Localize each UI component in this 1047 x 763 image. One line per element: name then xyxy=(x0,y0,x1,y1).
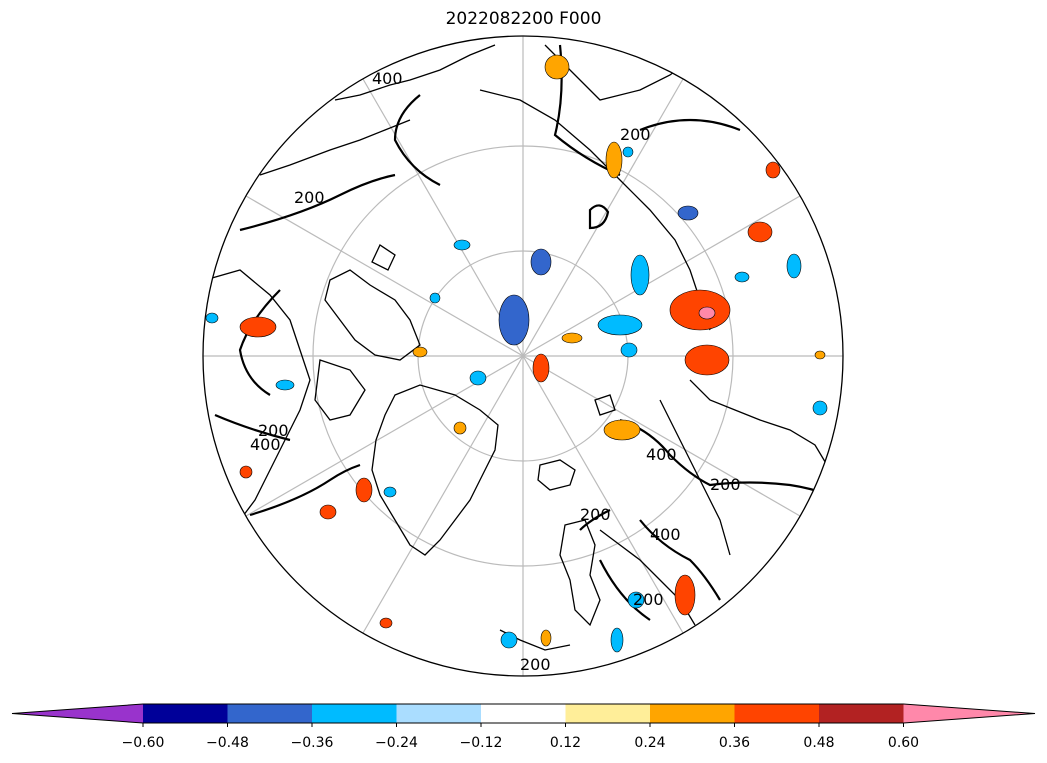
contour-label: 400 xyxy=(372,69,403,88)
contour-label: 400 xyxy=(650,525,681,544)
colorbar-segment xyxy=(396,704,482,723)
map-title: 2022082200 F000 xyxy=(445,9,602,29)
height-contours xyxy=(214,44,831,621)
map-boundary xyxy=(202,35,844,677)
colorbar-segment xyxy=(650,704,735,723)
contour-label: 200 xyxy=(258,421,289,440)
colorbar: −0.60 −0.48 −0.36 −0.24 −0.12 0.12 0.24 0.36 0.4… xyxy=(11,703,1036,751)
coastlines xyxy=(204,44,831,651)
contour-label: 200 xyxy=(520,655,551,674)
colorbar-tick-label: −0.48 xyxy=(206,735,249,751)
colorbar-tick-label: 0.36 xyxy=(719,735,750,751)
colorbar-tick-label: −0.60 xyxy=(122,735,165,751)
colorbar-segment xyxy=(565,704,651,723)
colorbar-segment xyxy=(143,704,228,723)
colorbar-tick-label: −0.36 xyxy=(291,735,334,751)
anomaly-shading xyxy=(205,54,828,653)
colorbar-tick-label: −0.24 xyxy=(375,735,418,751)
colorbar-tick-label: 0.60 xyxy=(888,735,919,751)
contour-label: 200 xyxy=(710,475,741,494)
contour-label: 200 xyxy=(294,188,325,207)
colorbar-segment xyxy=(312,704,397,723)
colorbar-tick-label: −0.12 xyxy=(460,735,503,751)
colorbar-tick-label: 0.48 xyxy=(803,735,834,751)
colorbar-tick-label: 0.24 xyxy=(634,735,665,751)
contour-label: 200 xyxy=(580,505,611,524)
colorbar-tick-label: 0.12 xyxy=(550,735,581,751)
contour-label: 400 xyxy=(250,435,281,454)
contour-label: 200 xyxy=(633,590,664,609)
map-disk: 400 200 200 400 400 200 200 200 400 200 … xyxy=(203,36,843,676)
colorbar-extend-max xyxy=(903,704,1035,723)
contour-label: 200 xyxy=(620,125,651,144)
contour-label: 400 xyxy=(646,445,677,464)
contour-labels: 400 200 200 400 400 200 200 200 400 200 … xyxy=(250,69,741,674)
colorbar-extend-min xyxy=(12,704,143,723)
colorbar-segment xyxy=(481,704,566,723)
colorbar-segment xyxy=(227,704,313,723)
colorbar-segment xyxy=(819,704,904,723)
colorbar-segment xyxy=(734,704,820,723)
